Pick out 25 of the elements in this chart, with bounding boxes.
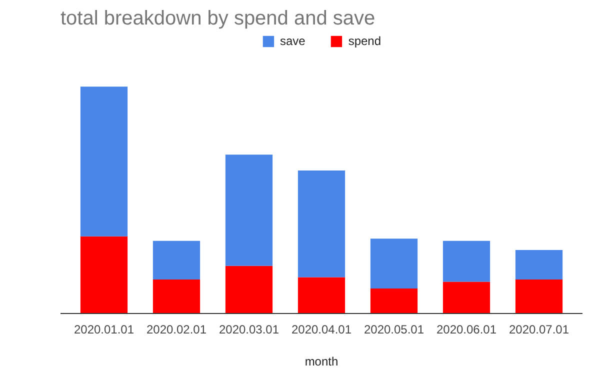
x-axis-title: month: [304, 354, 338, 368]
bar: [515, 279, 563, 314]
bar: [442, 240, 490, 282]
x-tick-label: 2020.04.01: [291, 322, 352, 336]
legend-label: spend: [348, 34, 382, 48]
bar: [80, 236, 128, 314]
bar: [298, 277, 346, 314]
x-tick-label: 2020.07.01: [508, 322, 570, 336]
bar: [370, 288, 418, 314]
chart-title: total breakdown by spend and save: [60, 8, 376, 30]
bar: [442, 282, 490, 314]
x-tick-label: 2020.06.01: [436, 322, 497, 336]
bar: [80, 86, 128, 236]
bar: [298, 170, 346, 278]
bar: [225, 266, 273, 314]
x-tick-label: 2020.05.01: [364, 322, 424, 336]
x-tick-label: 2020.01.01: [74, 322, 134, 336]
legend-label: save: [280, 34, 306, 48]
bar: [225, 154, 273, 266]
bar: [370, 238, 418, 289]
bar: [152, 279, 200, 314]
bar: [515, 250, 563, 280]
x-tick-label: 2020.02.01: [146, 322, 207, 336]
bar: [152, 240, 200, 280]
x-tick-label: 2020.03.01: [218, 322, 280, 336]
